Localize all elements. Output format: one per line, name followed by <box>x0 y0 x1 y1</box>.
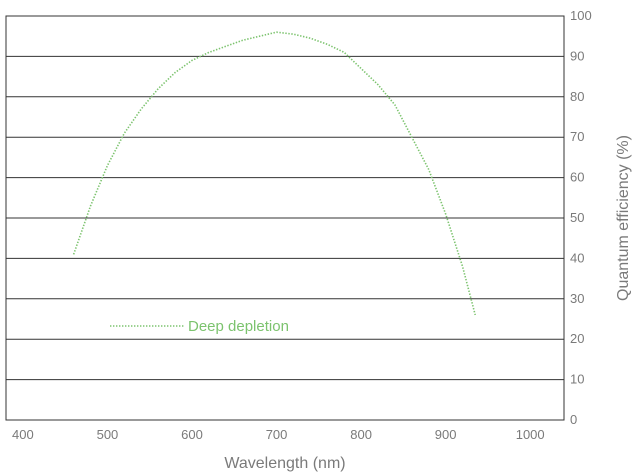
plot-frame <box>5 15 565 421</box>
grid-lines <box>6 55 564 381</box>
y-tick-label: 60 <box>570 170 584 185</box>
y-tick-label: 50 <box>570 210 584 225</box>
x-axis-title: Wavelength (nm) <box>224 455 345 472</box>
series-layer <box>72 31 477 316</box>
legend-label-deep-depletion: Deep depletion <box>188 318 289 335</box>
y-tick-label: 40 <box>570 250 584 265</box>
x-tick-label: 600 <box>181 427 203 442</box>
series-line-deep-depletion <box>72 31 477 316</box>
y-tick-labels: 0 10 20 30 40 50 60 70 80 90 100 <box>570 8 592 427</box>
y-tick-label: 70 <box>570 129 584 144</box>
y-tick-label: 0 <box>570 412 577 427</box>
x-tick-label: 500 <box>97 427 119 442</box>
x-tick-label: 800 <box>350 427 372 442</box>
y-tick-label: 30 <box>570 291 584 306</box>
y-tick-label: 100 <box>570 8 592 23</box>
legend: Deep depletion <box>110 318 289 335</box>
x-tick-label: 900 <box>435 427 457 442</box>
y-axis-title: Quantum efficiency (%) <box>615 135 632 301</box>
x-tick-label: 1000 <box>516 427 545 442</box>
y-tick-label: 10 <box>570 372 584 387</box>
x-tick-label: 400 <box>12 427 34 442</box>
y-tick-label: 80 <box>570 89 584 104</box>
y-tick-label: 90 <box>570 48 584 63</box>
x-tick-labels: 400 500 600 700 800 900 1000 <box>12 427 545 442</box>
x-tick-label: 700 <box>266 427 288 442</box>
y-tick-label: 20 <box>570 331 584 346</box>
